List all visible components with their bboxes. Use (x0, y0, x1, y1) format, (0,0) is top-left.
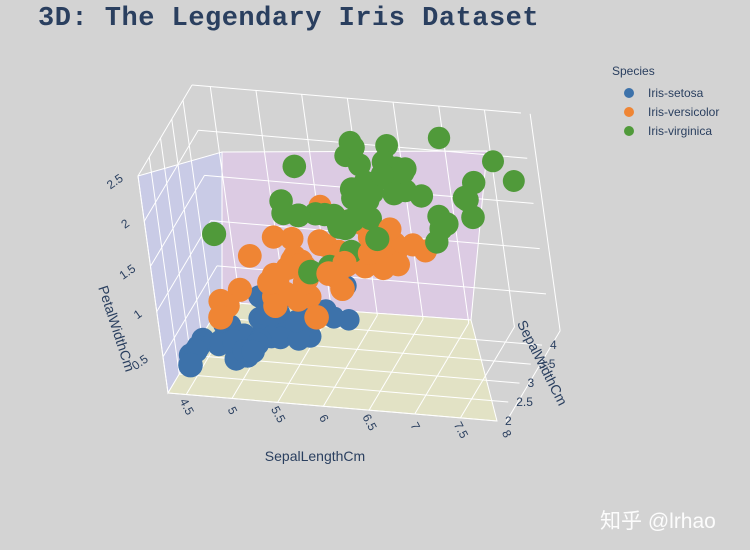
y-tick-label: 4 (550, 338, 557, 352)
point-iris-versicolor (386, 252, 411, 277)
y-gridline-floor (167, 392, 498, 422)
y-tick-label: 3.5 (539, 357, 556, 371)
z-gridline-side (143, 129, 199, 222)
point-iris-virginica (427, 126, 451, 150)
legend: Species Iris-setosa Iris-versicolor Iris… (612, 64, 719, 140)
z-gridline-back (191, 84, 522, 114)
point-iris-virginica (365, 226, 390, 252)
point-iris-virginica (370, 163, 394, 187)
legend-marker (624, 106, 634, 117)
point-iris-virginica (409, 184, 434, 208)
point-iris-versicolor (316, 261, 341, 286)
z-axis-label: PetalWidthCm (95, 283, 138, 373)
point-iris-virginica (282, 154, 307, 179)
point-iris-versicolor (401, 233, 425, 257)
legend-item-virginica[interactable]: Iris-virginica (612, 121, 719, 140)
point-iris-versicolor (280, 226, 304, 251)
point-iris-versicolor (304, 305, 329, 330)
z-gridline-side (137, 84, 193, 177)
x-tick-label: 7 (408, 420, 424, 433)
z-tick-label: 1 (131, 306, 145, 321)
x-gridline-floor (505, 330, 561, 423)
point-iris-virginica (482, 150, 504, 173)
x-gridline-wall (483, 109, 515, 327)
point-iris-setosa (322, 306, 345, 329)
legend-marker (624, 87, 634, 98)
legend-title: Species (612, 64, 655, 78)
legend-marker (624, 125, 634, 136)
x-tick-label: 5 (225, 404, 241, 417)
x-gridline-wall (529, 113, 561, 331)
point-iris-setosa (285, 310, 308, 333)
point-iris-setosa (178, 352, 203, 378)
point-iris-versicolor (261, 225, 286, 249)
point-iris-virginica (298, 259, 323, 285)
point-iris-setosa (287, 328, 311, 351)
point-iris-virginica (382, 182, 406, 206)
point-iris-versicolor (257, 270, 282, 295)
point-iris-setosa (269, 326, 292, 350)
point-iris-virginica (327, 214, 352, 239)
point-iris-setosa (241, 339, 265, 364)
watermark: 知乎 @lrhao (600, 510, 716, 533)
legend-label: Iris-virginica (648, 123, 713, 138)
point-iris-virginica (358, 206, 382, 231)
point-iris-virginica (271, 201, 296, 226)
x-tick-label: 7.5 (451, 419, 471, 441)
x-tick-label: 6.5 (359, 412, 379, 434)
z-gridline-side (162, 265, 218, 358)
z-gridline-side (150, 175, 205, 267)
data-points (178, 126, 525, 378)
chart-title: 3D: The Legendary Iris Dataset (38, 4, 540, 34)
point-iris-virginica (452, 185, 477, 210)
z-tick-label: 2 (118, 216, 132, 231)
point-iris-virginica (435, 212, 459, 236)
z-gridline-side (156, 220, 212, 312)
z-tick-label: 2.5 (104, 171, 126, 192)
y-gridline-floor (179, 373, 509, 403)
x-axis-label: SepalLengthCm (265, 448, 365, 464)
y-tick-label: 3 (528, 376, 535, 390)
y-tick-label: 2 (505, 414, 512, 428)
legend-item-setosa[interactable]: Iris-setosa (612, 83, 719, 102)
point-iris-virginica (202, 221, 227, 247)
y-tick-label: 2.5 (516, 395, 533, 409)
legend-item-versicolor[interactable]: Iris-versicolor (612, 102, 719, 121)
point-iris-versicolor (237, 244, 262, 268)
point-iris-versicolor (263, 293, 288, 318)
legend-label: Iris-setosa (648, 85, 704, 100)
point-iris-versicolor (308, 232, 333, 256)
x-tick-label: 4.5 (177, 396, 197, 418)
point-iris-virginica (391, 161, 415, 185)
point-iris-versicolor (208, 304, 234, 330)
point-iris-virginica (339, 177, 364, 201)
z-tick-label: 1.5 (117, 261, 139, 282)
x-tick-label: 6 (316, 412, 332, 425)
point-iris-virginica (502, 170, 525, 192)
point-iris-virginica (338, 130, 362, 154)
legend-label: Iris-versicolor (648, 104, 720, 119)
x-tick-label: 8 (499, 428, 515, 441)
point-iris-virginica (461, 205, 485, 230)
x-tick-label: 5.5 (268, 404, 288, 426)
